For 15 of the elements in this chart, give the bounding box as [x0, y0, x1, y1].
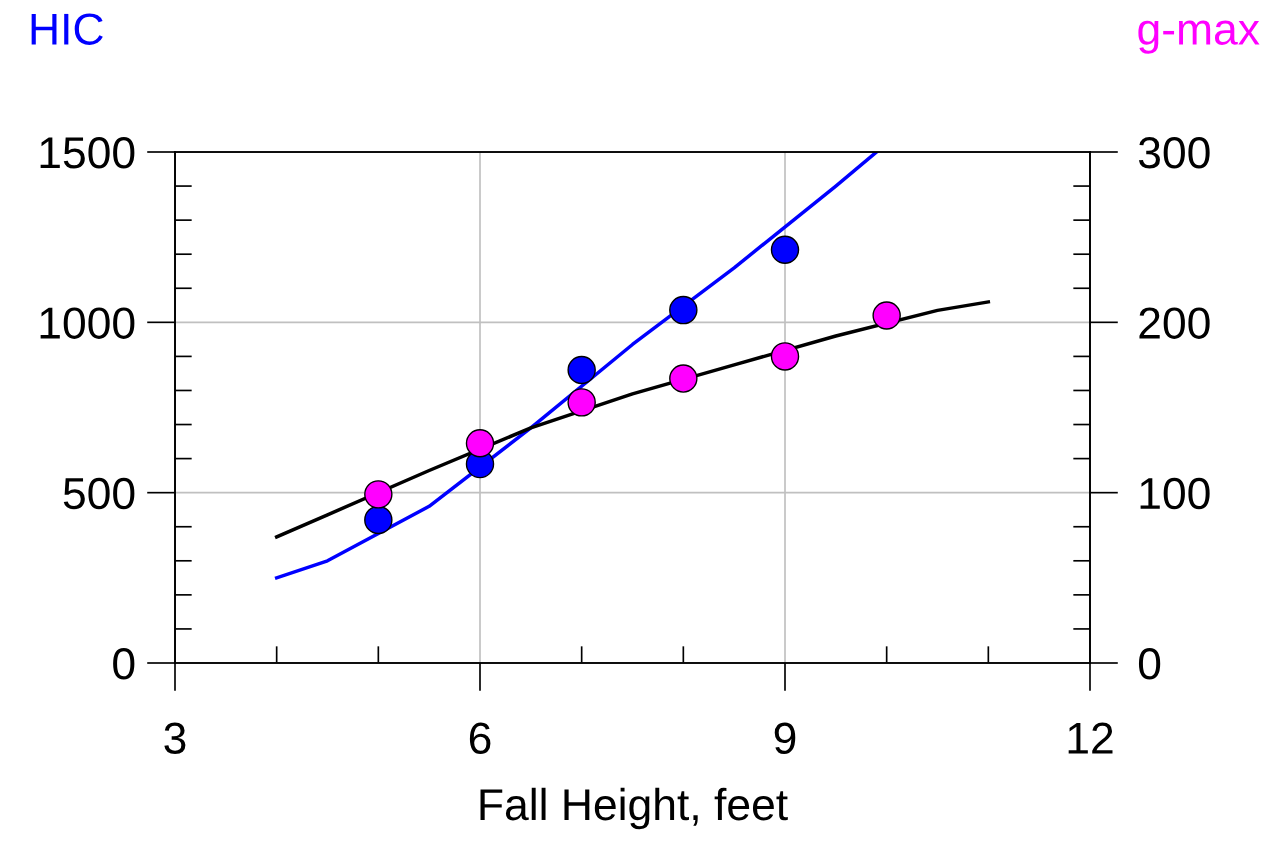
y-tick-label: 1500: [40, 137, 135, 169]
y-tick-label: 1000: [40, 307, 135, 339]
y-tick-label: 500: [63, 477, 135, 510]
y-tick-label: 0: [113, 648, 135, 680]
x-tick-label: 9: [774, 722, 796, 754]
y2-tick-label: 100: [1140, 477, 1210, 510]
x-tick-label: 12: [1068, 722, 1113, 754]
x-tick-label: 6: [469, 722, 491, 754]
y2-tick-label: 200: [1139, 307, 1210, 339]
x-tick-label: 3: [164, 722, 186, 754]
y2-tick-label: 300: [1138, 137, 1210, 169]
y-axis-title: HIC: [31, 13, 103, 45]
y2-tick-label: 0: [1138, 648, 1161, 680]
y2-axis-title: g-max: [1138, 20, 1260, 54]
x-axis-title: Fall Height, feet: [480, 787, 788, 830]
